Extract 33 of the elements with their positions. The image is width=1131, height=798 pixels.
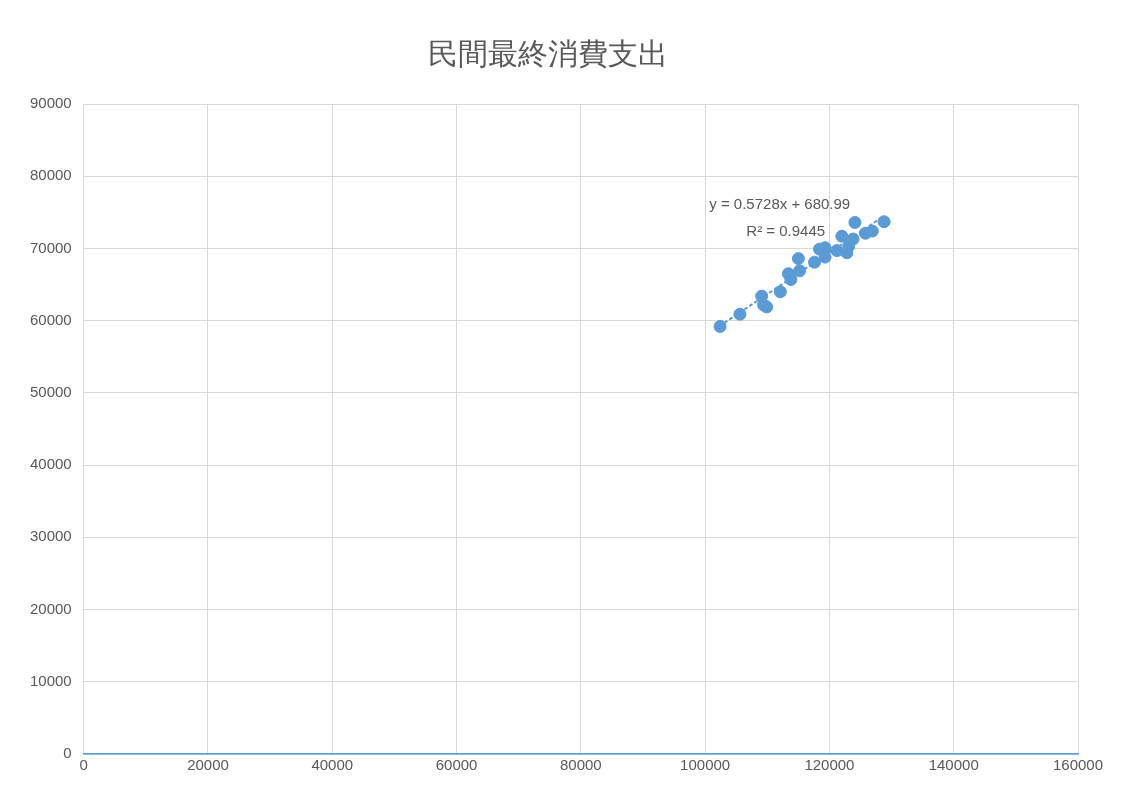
y-tick-label: 0 [63,744,72,762]
point [846,232,860,246]
annotation: y = 0.5728x + 680.99 [709,195,851,212]
point [808,255,822,269]
point [877,215,891,229]
point [793,264,807,278]
y-tick-label: 60000 [29,310,72,328]
point [865,224,879,238]
x-tick-label: 100000 [680,756,731,774]
x-tick-label: 60000 [435,756,478,774]
point [791,252,805,266]
y-tick-label: 10000 [29,671,72,689]
point [848,215,862,229]
x-tick-label: 160000 [1052,756,1104,774]
y-tick-label: 80000 [29,166,72,184]
x-tick-label: 80000 [560,756,602,774]
y-tick-label: 90000 [29,94,72,112]
point [773,285,787,299]
y-tick-label: 20000 [29,599,72,617]
chart-title: 民間最終消費支出 [428,35,668,71]
x-tick-label: 40000 [311,756,354,774]
x-tick-label: 140000 [928,756,979,774]
x-tick-label: 0 [79,756,88,774]
y-tick-label: 30000 [29,527,72,545]
x-tick-label: 120000 [804,756,855,774]
point [733,307,747,321]
y-tick-label: 50000 [29,383,72,401]
x-tick-label: 20000 [187,756,229,774]
y-tick-label: 70000 [29,238,72,256]
point [835,229,849,243]
annotation: R² = 0.9445 [746,222,826,239]
y-tick-label: 40000 [29,455,72,473]
point [713,319,727,333]
